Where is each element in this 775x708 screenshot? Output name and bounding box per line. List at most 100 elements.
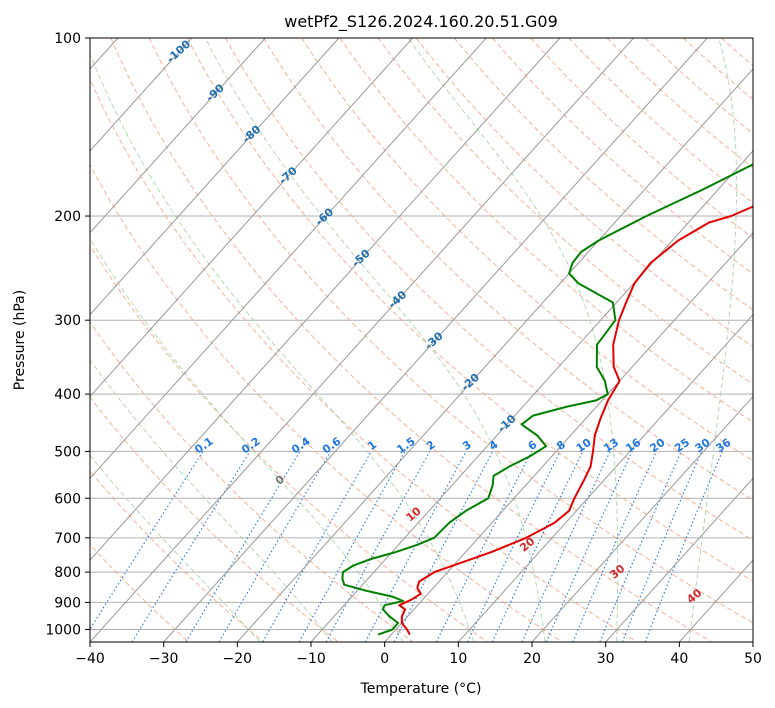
mixing-ratio-label: 0.4 xyxy=(289,434,313,456)
y-axis-title: Pressure (hPa) xyxy=(12,290,28,390)
chart-title: wetPf2_S126.2024.160.20.51.G09 xyxy=(284,12,558,32)
isotherm xyxy=(236,68,753,642)
x-tick-label: −30 xyxy=(149,651,179,667)
dry-adiabat xyxy=(568,38,753,204)
mixing-ratio-line xyxy=(545,451,633,642)
isotherm xyxy=(90,38,634,642)
isotherm xyxy=(90,38,487,480)
mixing-ratio-line xyxy=(467,451,561,642)
plot-frame xyxy=(89,37,754,643)
x-tick-label: −20 xyxy=(223,651,253,667)
x-tick-label: 0 xyxy=(380,651,389,667)
x-tick-label: −40 xyxy=(75,651,105,667)
moist-adiabat-label: 10 xyxy=(404,504,424,524)
mixing-ratio-line xyxy=(364,451,467,642)
mixing-ratio-line xyxy=(572,451,657,642)
dry-adiabat xyxy=(263,38,753,501)
y-tick-label: 1000 xyxy=(45,622,81,638)
moist-adiabat-label: 40 xyxy=(684,586,704,606)
y-tick-label: 800 xyxy=(54,565,81,581)
y-tick-label: 200 xyxy=(54,209,81,225)
dry-adiabat xyxy=(148,38,753,624)
dry-adiabat xyxy=(110,38,712,642)
y-tick-label: 500 xyxy=(54,444,81,460)
mixing-ratio-label: 25 xyxy=(672,436,692,455)
dry-adiabat xyxy=(90,396,339,642)
x-tick-label: 50 xyxy=(744,651,762,667)
isotherm xyxy=(90,38,266,234)
dry-adiabat xyxy=(186,38,753,582)
dry-adiabat xyxy=(90,163,563,642)
mixing-ratio-line xyxy=(262,451,372,642)
moist-adiabat xyxy=(407,38,619,642)
dry-adiabat xyxy=(492,38,753,275)
isotherm xyxy=(605,477,753,642)
x-tick-label: −10 xyxy=(296,651,326,667)
dry-adiabat xyxy=(721,38,753,67)
dry-adiabat xyxy=(90,244,488,642)
x-axis-title: Temperature (°C) xyxy=(360,681,482,697)
dry-adiabat xyxy=(682,38,753,101)
mixing-ratio-label: 10 xyxy=(574,436,594,456)
isotherm xyxy=(90,38,413,398)
mixing-ratio-label: 1.5 xyxy=(394,435,417,457)
dry-adiabat xyxy=(90,321,414,642)
mixing-ratio-label: 20 xyxy=(647,436,667,456)
dry-adiabat xyxy=(224,38,753,541)
mixing-ratio-label: 0.2 xyxy=(239,435,262,457)
mixing-ratio-line xyxy=(621,451,703,642)
isotherm xyxy=(90,38,192,152)
mixing-ratio-label: 16 xyxy=(623,436,643,456)
dry-adiabat xyxy=(90,543,190,642)
isotherm xyxy=(310,150,753,642)
x-tick-label: 10 xyxy=(449,651,467,667)
mixing-ratio-line xyxy=(325,451,431,642)
dry-adiabat xyxy=(760,38,775,642)
y-tick-label: 400 xyxy=(54,387,81,403)
moist-adiabat xyxy=(90,52,475,642)
mixing-ratio-label: 4 xyxy=(487,438,501,453)
mixing-ratio-label: 13 xyxy=(601,436,621,455)
y-tick-label: 700 xyxy=(54,531,81,547)
dry-adiabat xyxy=(377,38,753,385)
mixing-ratio-label: 1 xyxy=(365,438,379,453)
mixing-ratio-line xyxy=(90,451,204,631)
y-tick-label: 300 xyxy=(54,313,81,329)
dry-adiabat xyxy=(530,38,753,239)
dry-adiabat xyxy=(606,38,753,169)
mixing-ratio-line xyxy=(644,451,723,642)
isotherm xyxy=(752,641,753,642)
dry-adiabat xyxy=(90,470,264,642)
x-tick-label: 30 xyxy=(597,651,615,667)
mixing-ratio-line xyxy=(435,451,532,642)
x-tick-label: 20 xyxy=(523,651,541,667)
isotherm xyxy=(163,38,708,642)
isotherm xyxy=(90,38,340,316)
mixing-ratio-label: 30 xyxy=(693,436,713,456)
mixing-ratio-label: 3 xyxy=(460,438,474,453)
mixing-ratio-line xyxy=(599,451,682,642)
isotherm xyxy=(457,313,753,642)
isotherm xyxy=(531,395,753,642)
dry-adiabat xyxy=(415,38,753,348)
moist-adiabat xyxy=(90,454,261,642)
mixing-ratio-line xyxy=(298,451,406,642)
moist-adiabat xyxy=(204,38,546,642)
dry-adiabat xyxy=(301,38,753,462)
moist-adiabat xyxy=(688,38,738,642)
moist-adiabat xyxy=(90,237,404,642)
mixing-ratio-line xyxy=(131,451,251,642)
x-tick-label: 40 xyxy=(670,651,688,667)
temperature-profile-line xyxy=(398,205,753,636)
dry-adiabat xyxy=(644,38,753,135)
isotherm xyxy=(384,231,753,642)
mixing-ratio-label: 0.6 xyxy=(320,434,344,456)
dry-adiabat xyxy=(453,38,753,311)
isotherm xyxy=(90,38,561,561)
y-tick-label: 600 xyxy=(54,491,81,507)
y-tick-label: 900 xyxy=(54,595,81,611)
mixing-ratio-label: 36 xyxy=(713,436,733,456)
dry-adiabat xyxy=(339,38,753,423)
y-tick-label: 100 xyxy=(54,31,81,47)
